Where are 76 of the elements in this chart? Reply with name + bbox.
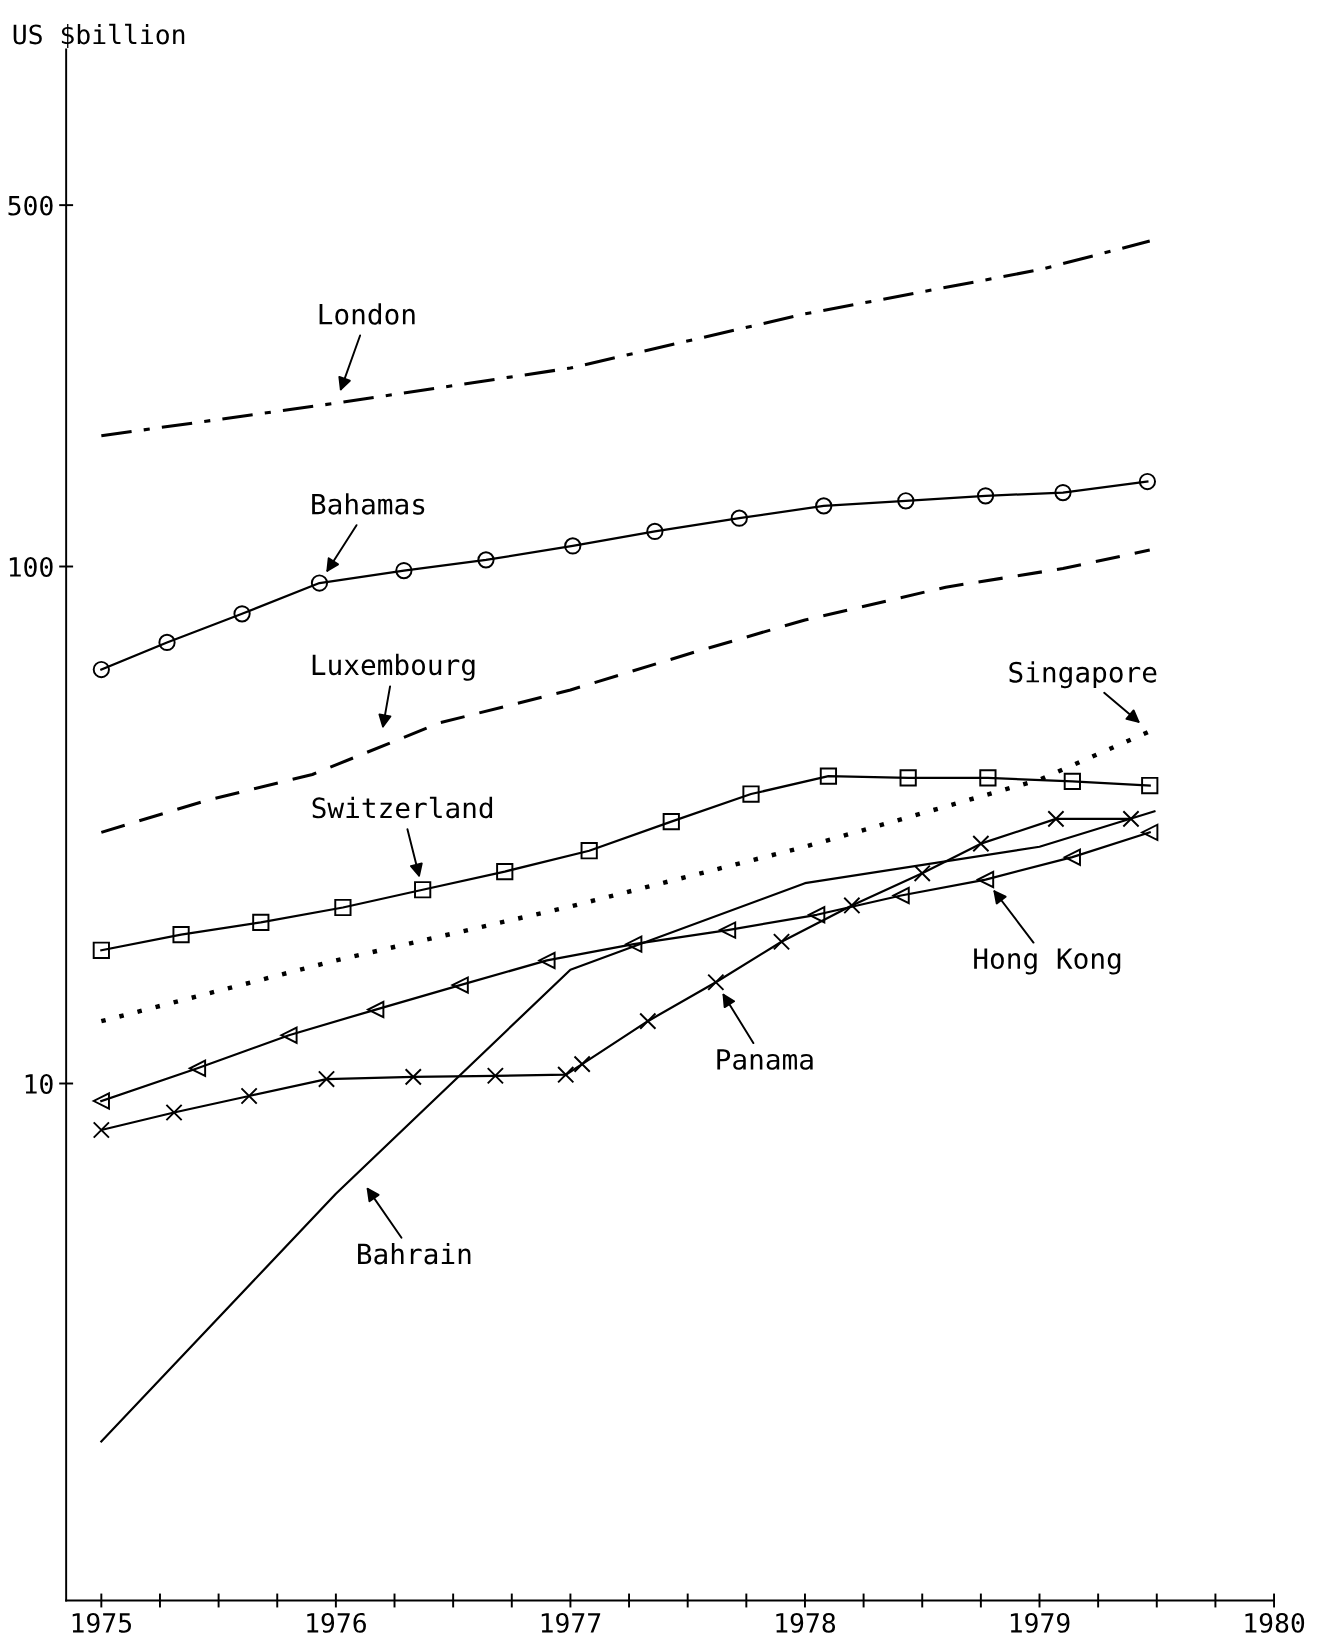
point xyxy=(92,1121,110,1139)
point xyxy=(158,633,176,652)
point xyxy=(976,487,995,505)
point xyxy=(240,1087,258,1105)
x-tick-label: 1977 xyxy=(541,1612,601,1633)
point xyxy=(172,926,190,944)
point xyxy=(414,881,432,899)
point xyxy=(718,921,737,939)
point xyxy=(897,492,915,510)
point xyxy=(979,769,997,787)
point xyxy=(913,864,931,882)
point xyxy=(819,767,838,785)
point xyxy=(538,951,556,970)
point xyxy=(92,1092,110,1110)
point xyxy=(477,551,495,569)
point xyxy=(1122,810,1140,828)
annotation: Panama xyxy=(717,1049,813,1070)
point xyxy=(496,862,514,881)
point xyxy=(280,1026,298,1044)
point xyxy=(707,973,725,991)
annotation: Luxembourg xyxy=(312,653,475,681)
y-axis-title: US $billion xyxy=(13,23,185,48)
point xyxy=(451,976,469,994)
point xyxy=(188,1059,207,1077)
point xyxy=(334,898,352,917)
point xyxy=(625,935,643,953)
point xyxy=(92,660,110,679)
annotation: Hong Kong xyxy=(974,948,1121,975)
point xyxy=(972,835,990,853)
point xyxy=(742,785,760,803)
y-tick-label: 10 xyxy=(25,1074,53,1094)
x-tick-label: 1978 xyxy=(776,1612,836,1633)
point xyxy=(646,522,664,541)
point xyxy=(564,537,582,555)
point xyxy=(1141,776,1159,795)
point xyxy=(639,1012,657,1030)
point xyxy=(808,906,826,924)
point xyxy=(1141,823,1159,841)
annotation: Singapore xyxy=(1009,661,1157,689)
line-series xyxy=(99,239,1152,438)
annotation: Bahrain xyxy=(358,1242,471,1265)
point xyxy=(310,574,329,592)
point xyxy=(1063,848,1081,866)
x-tick-label: 1976 xyxy=(307,1612,366,1633)
point xyxy=(976,870,995,889)
point xyxy=(367,1000,385,1019)
point xyxy=(1054,483,1072,502)
x-tick-label: 1979 xyxy=(1010,1612,1070,1633)
point xyxy=(165,1103,183,1122)
point xyxy=(772,933,791,951)
point xyxy=(843,896,861,915)
point xyxy=(580,842,598,860)
point xyxy=(892,886,910,905)
point xyxy=(404,1068,422,1086)
point xyxy=(252,913,270,931)
point xyxy=(899,769,917,787)
point xyxy=(557,1066,575,1084)
y-tick-label: 100 xyxy=(9,557,53,577)
x-tick-label: 1980 xyxy=(1245,1612,1305,1633)
point xyxy=(1063,772,1081,791)
point xyxy=(92,941,110,959)
point xyxy=(395,561,413,580)
annotation: London xyxy=(319,303,415,325)
point xyxy=(573,1055,591,1073)
point xyxy=(233,605,251,623)
point xyxy=(317,1070,336,1088)
point xyxy=(486,1067,504,1085)
point xyxy=(730,509,748,527)
point xyxy=(662,813,680,831)
point xyxy=(815,497,833,515)
y-tick-label: 500 xyxy=(8,195,53,216)
annotation: Bahamas xyxy=(312,493,425,515)
point xyxy=(1047,810,1065,828)
annotation: Switzerland xyxy=(312,796,493,819)
point xyxy=(1138,472,1156,491)
x-tick-label: 1975 xyxy=(72,1612,131,1633)
